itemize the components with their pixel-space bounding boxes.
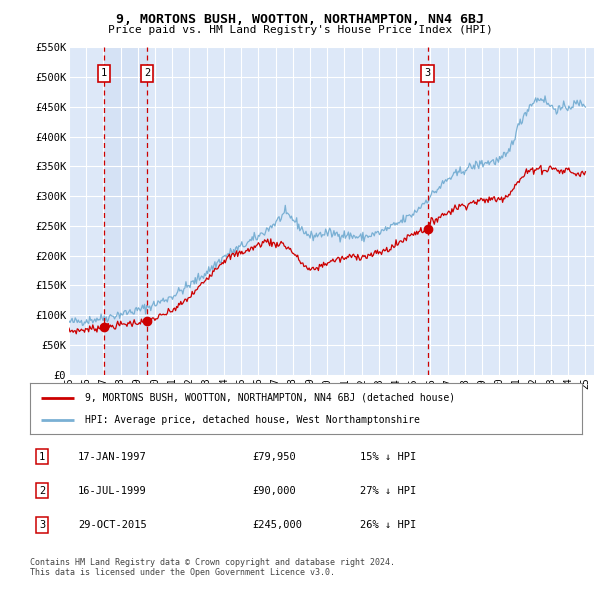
Text: 3: 3 bbox=[424, 68, 431, 78]
Text: 9, MORTONS BUSH, WOOTTON, NORTHAMPTON, NN4 6BJ (detached house): 9, MORTONS BUSH, WOOTTON, NORTHAMPTON, N… bbox=[85, 392, 455, 402]
Text: 2: 2 bbox=[39, 486, 45, 496]
Text: £245,000: £245,000 bbox=[252, 520, 302, 530]
Text: 1: 1 bbox=[101, 68, 107, 78]
Text: 26% ↓ HPI: 26% ↓ HPI bbox=[360, 520, 416, 530]
Text: 9, MORTONS BUSH, WOOTTON, NORTHAMPTON, NN4 6BJ: 9, MORTONS BUSH, WOOTTON, NORTHAMPTON, N… bbox=[116, 13, 484, 26]
Bar bbox=[104, 47, 147, 375]
Text: 17-JAN-1997: 17-JAN-1997 bbox=[78, 452, 147, 461]
Text: 27% ↓ HPI: 27% ↓ HPI bbox=[360, 486, 416, 496]
Text: 1: 1 bbox=[39, 452, 45, 461]
Text: Contains HM Land Registry data © Crown copyright and database right 2024.
This d: Contains HM Land Registry data © Crown c… bbox=[30, 558, 395, 577]
Text: 15% ↓ HPI: 15% ↓ HPI bbox=[360, 452, 416, 461]
Text: 29-OCT-2015: 29-OCT-2015 bbox=[78, 520, 147, 530]
Text: £79,950: £79,950 bbox=[252, 452, 296, 461]
Text: 3: 3 bbox=[39, 520, 45, 530]
Text: Price paid vs. HM Land Registry's House Price Index (HPI): Price paid vs. HM Land Registry's House … bbox=[107, 25, 493, 35]
Text: HPI: Average price, detached house, West Northamptonshire: HPI: Average price, detached house, West… bbox=[85, 415, 420, 425]
Text: 16-JUL-1999: 16-JUL-1999 bbox=[78, 486, 147, 496]
Text: 2: 2 bbox=[144, 68, 150, 78]
Text: £90,000: £90,000 bbox=[252, 486, 296, 496]
